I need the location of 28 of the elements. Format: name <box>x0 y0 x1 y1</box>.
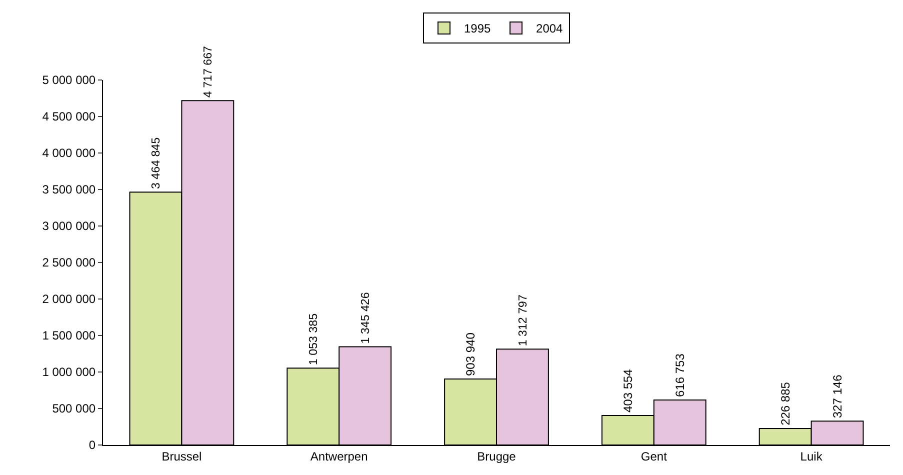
data-label: 403 554 <box>620 368 635 413</box>
x-tick-label: Gent <box>640 449 668 464</box>
y-tick-label: 1 000 000 <box>42 365 96 380</box>
data-label: 1 053 385 <box>307 313 320 366</box>
y-tick-label: 5 000 000 <box>42 73 96 88</box>
legend-label: 1995 <box>464 22 492 36</box>
data-label: 4 717 667 <box>202 46 215 98</box>
data-label: 327 146 <box>830 374 844 418</box>
x-tick-label: Antwerpen <box>310 449 368 464</box>
y-tick-label: 4 500 000 <box>42 110 96 124</box>
y-tick-label: 2 500 000 <box>42 256 96 270</box>
x-tick-label: Luik <box>800 449 824 464</box>
data-label: 903 940 <box>464 332 478 376</box>
y-tick-label: 4 000 000 <box>42 146 96 160</box>
data-label: 3 464 845 <box>150 137 163 190</box>
data-label: 1 312 797 <box>516 294 530 346</box>
y-tick-label: 1 500 000 <box>42 328 96 343</box>
data-label: 226 885 <box>778 382 792 426</box>
y-tick-label: 2 000 000 <box>42 292 96 306</box>
y-tick-label: 3 500 000 <box>42 182 96 197</box>
legend-label: 2004 <box>536 22 564 36</box>
data-label: 616 753 <box>672 353 687 397</box>
data-label: 1 345 426 <box>358 292 372 344</box>
x-tick-label: Brugge <box>477 449 516 464</box>
x-tick-label: Brussel <box>162 449 202 464</box>
y-tick-label: 3 000 000 <box>42 219 96 234</box>
y-tick-label: 0 <box>88 438 96 452</box>
y-tick-label: 500 000 <box>52 402 96 416</box>
